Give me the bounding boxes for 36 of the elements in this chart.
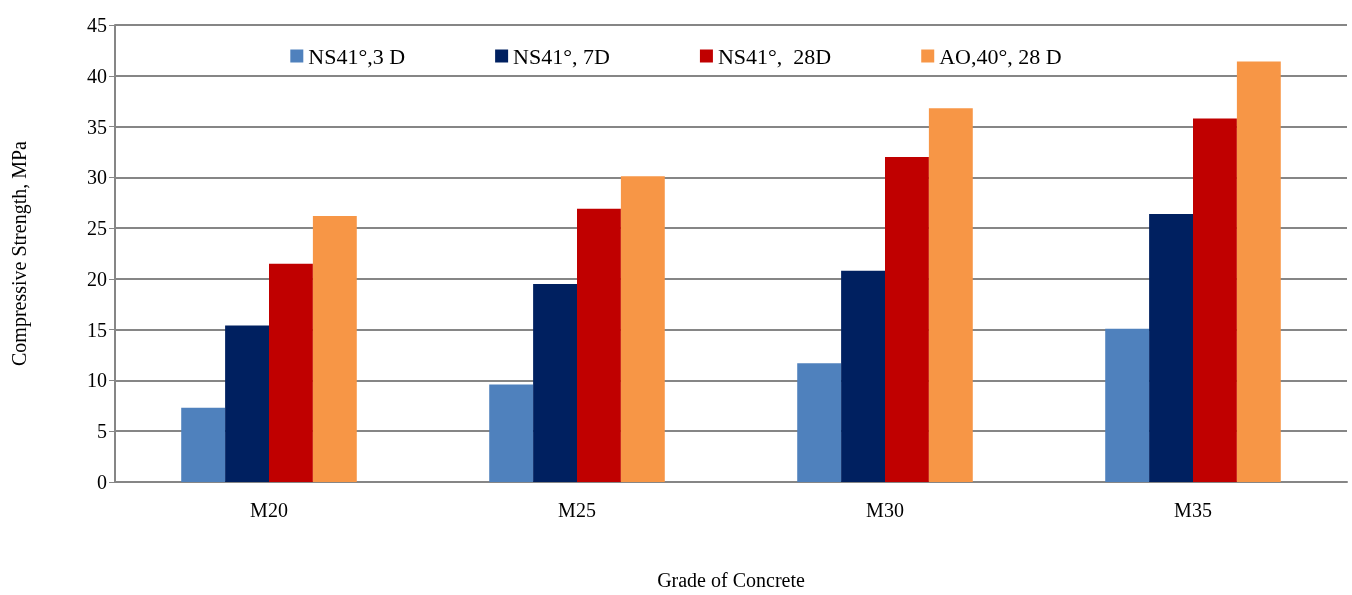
bar: [928, 108, 973, 482]
y-tick-label: 25: [87, 217, 107, 240]
bar: [269, 263, 313, 482]
legend-label: NS41°,3 D: [308, 43, 406, 69]
x-tick-label: M20: [250, 499, 288, 521]
x-axis-title: Grade of Concrete: [657, 569, 805, 591]
legend-label: NS41°, 28D: [717, 43, 832, 69]
bar: [312, 215, 357, 482]
bar: [489, 384, 534, 482]
bar: [885, 157, 929, 482]
bar: [225, 325, 269, 482]
bar: [620, 176, 665, 482]
bar: [533, 283, 577, 482]
y-tick-label: 10: [87, 369, 107, 392]
y-tick-label: 40: [87, 64, 107, 87]
bar: [797, 363, 842, 482]
bar: [1193, 118, 1237, 482]
y-tick-label: 45: [87, 14, 107, 36]
y-axis-title: Compressive Strength, MPa: [8, 140, 31, 366]
bar: [577, 208, 621, 482]
legend-label: AO,40°, 28 D: [939, 43, 1062, 69]
bar: [1149, 213, 1193, 482]
y-tick-label: 35: [87, 115, 107, 138]
bar: [1236, 61, 1281, 482]
x-tick-label: M35: [1174, 499, 1212, 521]
y-tick-label: 15: [87, 318, 107, 341]
y-tick-label: 20: [87, 267, 107, 290]
legend-label: NS41°, 7D: [513, 43, 610, 69]
x-tick-label: M25: [558, 499, 596, 521]
y-tick-label: 30: [87, 166, 107, 189]
y-tick-label: 0: [97, 471, 107, 493]
bar: [181, 407, 226, 482]
bar: [841, 270, 885, 482]
y-tick-label: 5: [97, 420, 107, 443]
x-tick-label: M30: [866, 499, 904, 521]
bar: [1105, 328, 1150, 482]
